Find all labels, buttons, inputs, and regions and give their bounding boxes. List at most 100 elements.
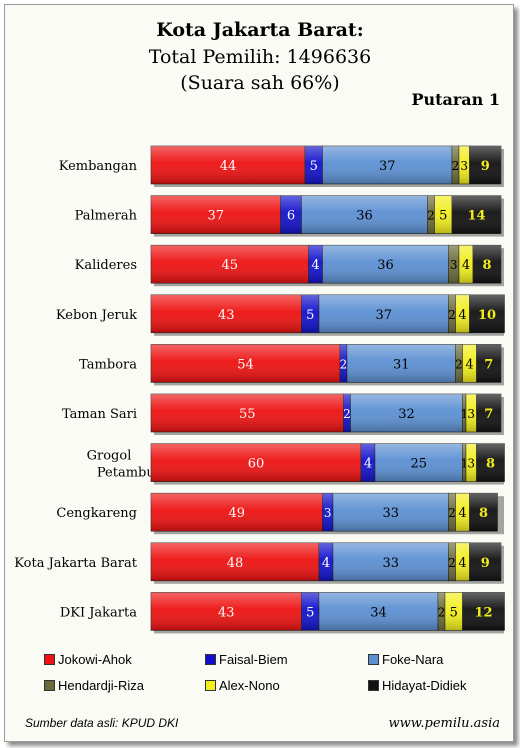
data-label: 5	[439, 209, 447, 224]
data-label: 4	[458, 506, 466, 521]
bar-gloss	[151, 245, 309, 284]
legend-item: Alex-Nono	[205, 678, 280, 693]
source-note: Sumber data asli: KPUD DKI	[25, 716, 179, 730]
bar-gloss	[319, 542, 333, 581]
bar-gloss	[319, 592, 438, 631]
data-label: 33	[382, 556, 399, 571]
chart-subtitle-2: (Suara sah 66%)	[180, 72, 340, 94]
bar-gloss	[151, 146, 305, 184]
bar-gloss	[455, 344, 463, 383]
bar-gloss	[462, 344, 477, 383]
bar-gloss	[469, 146, 501, 184]
data-label: 7	[484, 407, 493, 422]
chart-title: Kota Jakarta Barat:	[156, 19, 364, 41]
data-label: 2	[438, 605, 446, 619]
legend-swatch	[368, 680, 379, 691]
bar-gloss	[319, 294, 449, 333]
bar-gloss	[459, 146, 470, 184]
bar-gloss	[448, 245, 459, 284]
bar-gloss	[434, 195, 452, 234]
legend-swatch	[368, 654, 379, 665]
bar-gloss	[455, 542, 470, 581]
bar-gloss	[452, 146, 459, 184]
data-label: 2	[340, 357, 348, 371]
legend-item: Faisal-Biem	[205, 652, 288, 667]
bar-gloss	[448, 542, 456, 581]
legend-swatch	[205, 654, 216, 665]
bar-gloss	[462, 394, 466, 432]
data-label: 2	[455, 357, 463, 371]
data-label: 2	[452, 159, 460, 173]
data-label: 37	[375, 308, 392, 323]
legend-label: Hidayat-Didiek	[382, 678, 467, 693]
bar-gloss	[305, 146, 323, 184]
data-label: 3	[450, 258, 458, 272]
bar-gloss	[476, 344, 501, 383]
data-label: 49	[228, 506, 245, 521]
bar-gloss	[466, 443, 477, 482]
data-label: 3	[324, 506, 332, 520]
bar-gloss	[343, 394, 351, 432]
category-label: Tambora	[79, 357, 137, 372]
bar-gloss	[151, 294, 302, 333]
data-label: 4	[311, 258, 319, 273]
data-label: 2	[448, 506, 456, 520]
legend-label: Jokowi-Ahok	[58, 652, 132, 667]
category-label: Cengkareng	[56, 506, 137, 521]
category-label: Taman Sari	[62, 407, 137, 422]
data-label: 8	[486, 457, 495, 472]
data-label: 9	[481, 159, 490, 174]
bar-gloss	[476, 394, 501, 432]
bar-gloss	[448, 493, 456, 532]
category-label: Kebon Jeruk	[56, 308, 137, 323]
bar-gloss	[301, 195, 428, 234]
data-label: 44	[220, 159, 237, 174]
bar-gloss	[473, 245, 501, 284]
data-label: 14	[467, 209, 485, 224]
legend-swatch	[44, 680, 55, 691]
website-credit: www.pemilu.asia	[388, 716, 500, 731]
data-label: 10	[478, 308, 496, 323]
bar-gloss	[308, 245, 323, 284]
legend-item: Jokowi-Ahok	[44, 652, 132, 667]
bar-gloss	[476, 443, 505, 482]
data-label: 1	[460, 407, 468, 421]
data-label: 55	[239, 407, 256, 422]
data-label: 2	[343, 407, 351, 421]
bar-gloss	[459, 245, 473, 284]
bar-gloss	[438, 592, 445, 631]
bar-gloss	[462, 592, 505, 631]
data-label: 1	[460, 457, 468, 471]
category-label: DKI Jakarta	[60, 605, 137, 620]
data-label: 5	[306, 308, 314, 323]
bar-gloss	[280, 195, 302, 234]
data-label: 5	[306, 605, 314, 620]
data-label: 43	[218, 605, 235, 620]
data-label: 31	[393, 357, 410, 372]
data-label: 4	[465, 357, 473, 372]
bar-gloss	[151, 443, 361, 482]
data-label: 43	[218, 308, 235, 323]
bar-gloss	[333, 542, 449, 581]
bar-gloss	[469, 493, 498, 532]
bar-gloss	[322, 493, 333, 532]
legend-item: Foke-Nara	[368, 652, 443, 667]
bar-gloss	[151, 542, 319, 581]
round-label: Putaran 1	[411, 90, 500, 109]
bar-gloss	[151, 592, 302, 631]
data-label: 6	[287, 209, 295, 224]
legend-label: Hendardji-Riza	[58, 678, 144, 693]
chart-subtitle: Total Pemilih: 1496636	[148, 46, 372, 68]
data-label: 8	[482, 258, 491, 273]
bar-gloss	[466, 394, 477, 432]
data-label: 33	[382, 506, 399, 521]
bar-gloss	[322, 245, 449, 284]
bar-gloss	[347, 344, 456, 383]
bar-gloss	[151, 195, 281, 234]
bar-gloss	[151, 493, 323, 532]
data-label: 12	[474, 605, 492, 620]
bar-gloss	[151, 394, 344, 432]
data-label: 37	[207, 209, 224, 224]
legend-label: Alex-Nono	[219, 678, 280, 693]
